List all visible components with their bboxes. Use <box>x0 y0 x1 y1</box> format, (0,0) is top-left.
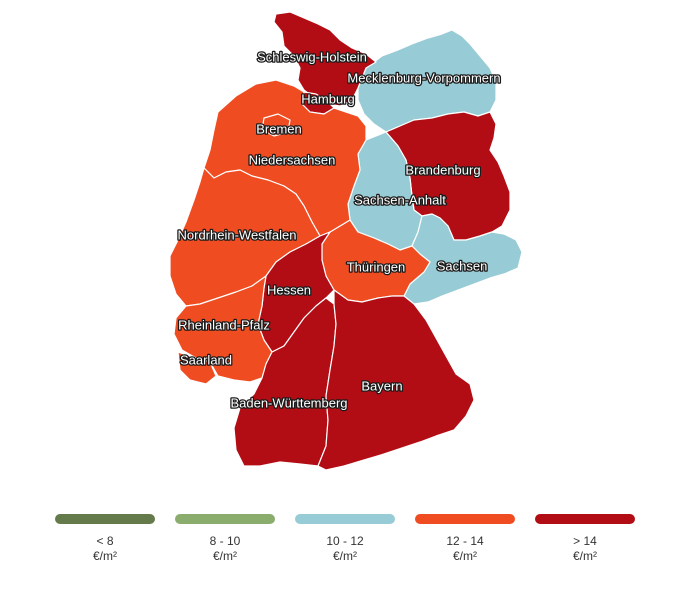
legend-range: < 8 <box>96 534 114 548</box>
state-schleswig-holstein[interactable] <box>273 11 377 107</box>
legend-range: 12 - 14 <box>446 534 484 548</box>
legend-item-12to14: 12 - 14 €/m² <box>410 514 520 564</box>
legend-swatch-10to12 <box>295 514 395 524</box>
state-label: Mecklenburg-Vorpommern <box>347 70 500 85</box>
legend-item-lt8: < 8 €/m² <box>50 514 160 564</box>
state-label: Rheinland-Pfalz <box>178 317 270 332</box>
state-label: Sachsen-Anhalt <box>354 192 446 207</box>
state-label: Schleswig-Holstein <box>257 49 367 64</box>
legend-unit: €/m² <box>213 549 237 563</box>
legend-unit: €/m² <box>453 549 477 563</box>
legend-swatch-gt14 <box>535 514 635 524</box>
state-label: Thüringen <box>347 259 406 274</box>
germany-rent-map: Schleswig-Holstein Hamburg Mecklenburg-Vor… <box>169 11 523 471</box>
legend-swatch-12to14 <box>415 514 515 524</box>
state-label: Brandenburg <box>405 162 480 177</box>
state-label: Bremen <box>256 121 302 136</box>
state-label: Bayern <box>361 378 402 393</box>
legend-item-10to12: 10 - 12 €/m² <box>290 514 400 564</box>
legend: < 8 €/m² 8 - 10 €/m² 10 - 12 €/m² 12 - 1… <box>50 514 640 594</box>
legend-range: 8 - 10 <box>209 534 241 548</box>
legend-range: 10 - 12 <box>326 534 364 548</box>
state-saarland[interactable] <box>177 351 217 385</box>
state-label: Hessen <box>267 282 311 297</box>
legend-range: > 14 <box>573 534 597 548</box>
state-bayern[interactable] <box>317 289 475 471</box>
legend-unit: €/m² <box>573 549 597 563</box>
state-label: Nordrhein-Westfalen <box>178 227 297 242</box>
legend-unit: €/m² <box>333 549 357 563</box>
state-label: Saarland <box>180 352 232 367</box>
legend-item-gt14: > 14 €/m² <box>530 514 640 564</box>
state-label: Hamburg <box>301 91 354 106</box>
legend-swatch-lt8 <box>55 514 155 524</box>
legend-swatch-8to10 <box>175 514 275 524</box>
state-label: Niedersachsen <box>249 152 336 167</box>
state-bremen[interactable] <box>261 113 291 137</box>
state-label: Baden-Württemberg <box>230 395 347 410</box>
state-label: Sachsen <box>437 258 488 273</box>
legend-unit: €/m² <box>93 549 117 563</box>
legend-item-8to10: 8 - 10 €/m² <box>170 514 280 564</box>
